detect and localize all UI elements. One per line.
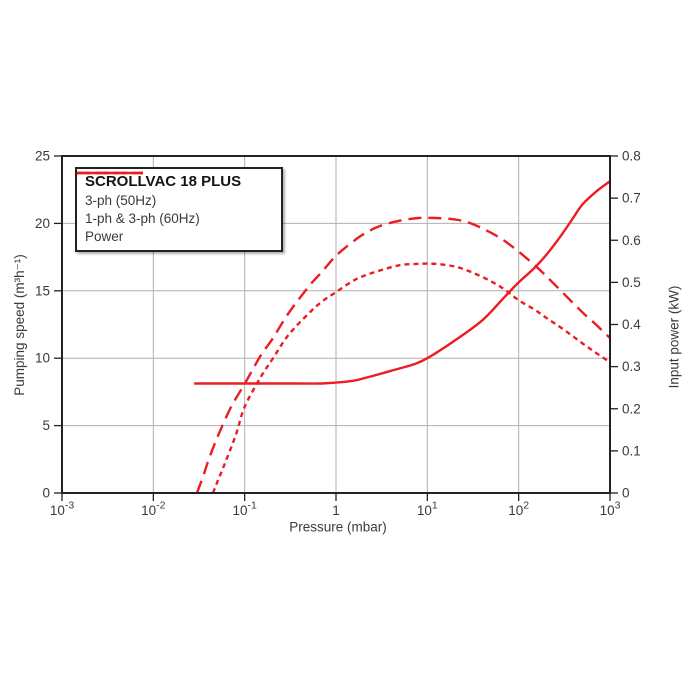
curve-long-dash	[195, 216, 610, 493]
y-left-tick-label: 20	[35, 216, 50, 231]
legend-label-power: Power	[85, 228, 124, 244]
y-right-tick-label: 0.4	[622, 317, 641, 332]
y-right-tick-label: 0.6	[622, 233, 641, 248]
curve-solid	[194, 180, 610, 385]
y-left-tick-label: 15	[35, 283, 50, 298]
x-tick-label: 103	[600, 500, 621, 519]
y-left-tick-label: 25	[35, 149, 50, 164]
x-tick-label: 10-2	[141, 500, 166, 519]
y-axis-label-right: Input power (kW)	[666, 285, 682, 389]
x-tick-label: 10-3	[50, 500, 75, 519]
y-left-tick-label: 5	[42, 418, 50, 433]
legend-item: Power	[77, 171, 273, 245]
y-right-tick-label: 0	[622, 486, 630, 501]
x-tick-label: 10-1	[232, 500, 257, 519]
y-axis-label-left: Pumping speed (m³h⁻¹)	[12, 254, 27, 396]
curve-short-dash	[211, 262, 610, 493]
y-left-tick-label: 0	[42, 486, 50, 501]
legend-item: 3-ph (50Hz)	[77, 171, 273, 209]
plot-border	[61, 155, 611, 494]
legend-label-50hz: 3-ph (50Hz)	[85, 192, 157, 208]
x-axis-label: Pressure (mbar)	[289, 519, 387, 535]
y-right-tick-label: 0.7	[622, 191, 641, 206]
y-right-tick-label: 0.5	[622, 275, 641, 290]
legend-box: SCROLLVAC 18 PLUS 3-ph (50Hz) 1-ph & 3-p…	[75, 167, 283, 252]
solid-line-sample	[77, 171, 143, 175]
y-left-tick-label: 10	[35, 351, 50, 366]
legend-title: SCROLLVAC 18 PLUS	[85, 173, 242, 190]
x-tick-label: 102	[508, 500, 529, 519]
legend-item: 1-ph & 3-ph (60Hz)	[77, 171, 273, 227]
x-tick-label: 1	[332, 503, 340, 518]
legend-label-60hz: 1-ph & 3-ph (60Hz)	[85, 210, 200, 226]
curves-group	[194, 180, 610, 493]
y-right-tick-label: 0.8	[622, 149, 641, 164]
y-right-tick-label: 0.3	[622, 359, 641, 374]
x-tick-label: 101	[417, 500, 438, 519]
y-right-tick-label: 0.1	[622, 443, 641, 458]
y-right-tick-label: 0.2	[622, 401, 641, 416]
